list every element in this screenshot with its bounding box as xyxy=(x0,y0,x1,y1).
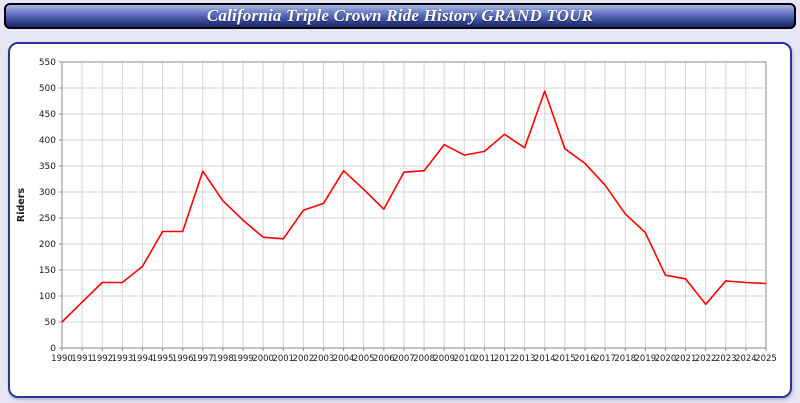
x-tick-label: 2001 xyxy=(272,354,294,364)
chart-panel: 1990 1991 1992 1993 1994 1995 1996 1997 1998 1999… xyxy=(8,42,792,398)
y-tick-label: 500 xyxy=(39,84,56,94)
x-tick-label: 1992 xyxy=(91,354,113,364)
x-tick-label: 1995 xyxy=(152,354,174,364)
x-tick-label: 2002 xyxy=(293,354,315,364)
x-tick-label: 1997 xyxy=(192,354,214,364)
x-tick-label: 2000 xyxy=(252,354,274,364)
x-tick-label: 2009 xyxy=(433,354,455,364)
x-tick-label: 2020 xyxy=(655,354,677,364)
y-tick-label: 0 xyxy=(50,344,56,354)
y-tick-label: 100 xyxy=(39,292,56,302)
x-tick-label: 2005 xyxy=(353,354,375,364)
y-tick-label: 250 xyxy=(39,214,56,224)
x-tick-label: 1991 xyxy=(71,354,93,364)
x-tick-label: 2008 xyxy=(413,354,435,364)
x-tick-label: 1990 xyxy=(51,354,73,364)
x-tick-label: 1994 xyxy=(132,354,154,364)
x-tick-label: 2018 xyxy=(614,354,636,364)
x-tick-label: 2014 xyxy=(534,354,556,364)
riders-series-line xyxy=(61,90,767,323)
x-tick-label: 2007 xyxy=(393,354,415,364)
y-tick-label: 50 xyxy=(45,318,57,328)
x-tick-label: 1998 xyxy=(212,354,234,364)
x-tick-label: 2015 xyxy=(554,354,576,364)
x-tick-label: 2021 xyxy=(675,354,697,364)
y-axis-label: Riders xyxy=(16,188,27,223)
x-tick-label: 2023 xyxy=(715,354,737,364)
x-tick-label: 2006 xyxy=(373,354,395,364)
x-tick-label: 1993 xyxy=(112,354,134,364)
x-tick-label: 2017 xyxy=(594,354,616,364)
y-tick-label: 300 xyxy=(39,188,56,198)
x-tick-label: 2016 xyxy=(574,354,596,364)
chart-title-bar: California Triple Crown Ride History GRA… xyxy=(4,3,796,29)
x-tick-label: 1996 xyxy=(172,354,194,364)
x-tick-label: 2003 xyxy=(313,354,335,364)
y-tick-label: 450 xyxy=(39,110,56,120)
x-tick-label: 2019 xyxy=(634,354,656,364)
chart-title: California Triple Crown Ride History GRA… xyxy=(206,6,594,25)
x-tick-label: 2004 xyxy=(333,354,355,364)
x-tick-label: 2012 xyxy=(494,354,516,364)
x-tick-label: 2010 xyxy=(453,354,475,364)
x-tick-label: 2024 xyxy=(735,354,757,364)
y-tick-label: 350 xyxy=(39,162,56,172)
riders-line-chart: 1990199119921993199419951996199719981999… xyxy=(16,58,777,364)
y-tick-label: 150 xyxy=(39,266,56,276)
y-tick-label: 200 xyxy=(39,240,56,250)
x-tick-label: 1999 xyxy=(232,354,254,364)
plot-area xyxy=(62,62,766,348)
y-tick-label: 550 xyxy=(39,58,56,68)
x-tick-label: 2022 xyxy=(695,354,717,364)
y-tick-label: 400 xyxy=(39,136,56,146)
x-tick-label: 2025 xyxy=(755,354,777,364)
x-tick-label: 2011 xyxy=(474,354,496,364)
x-tick-label: 2013 xyxy=(514,354,536,364)
plot-border xyxy=(61,61,767,349)
